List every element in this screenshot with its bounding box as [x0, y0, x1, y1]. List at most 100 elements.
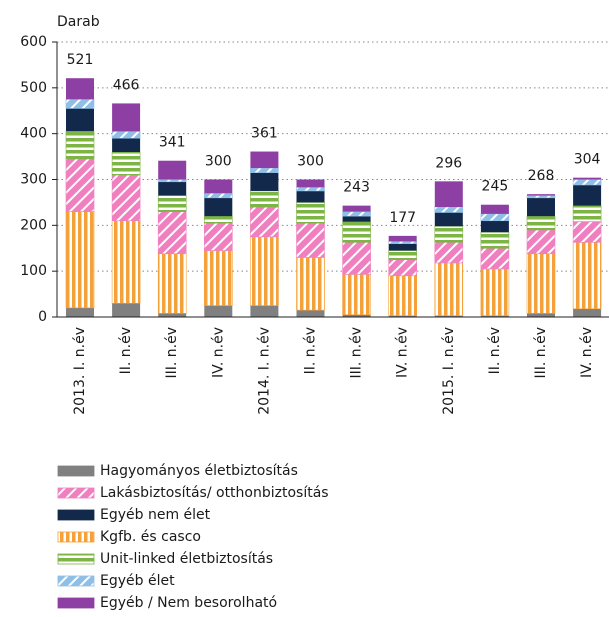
bar-segment: [388, 243, 417, 251]
bar-segment: [296, 257, 325, 311]
y-tick-label: 300: [20, 172, 47, 188]
legend-swatch: [57, 575, 95, 587]
bar-segment: [434, 262, 464, 316]
bar-segment: [388, 315, 417, 317]
bar-segment: [526, 229, 556, 255]
x-tick-label: III. n.év: [164, 327, 180, 379]
legend-swatch: [57, 597, 95, 609]
bar-segment: [573, 185, 602, 206]
bar-segment: [480, 268, 510, 316]
x-tick-label: II. n.év: [303, 327, 319, 374]
bar-segment: [158, 313, 187, 317]
y-tick-label: 0: [38, 309, 47, 325]
bar-segment: [158, 181, 187, 196]
total-label: 466: [113, 77, 140, 93]
total-label: 300: [297, 154, 324, 170]
bar-segment: [572, 205, 602, 222]
y-tick-label: 400: [20, 126, 47, 142]
bar-segment: [65, 98, 95, 109]
total-label: 245: [482, 179, 509, 195]
x-tick-label: 2015. I. n.év: [441, 327, 457, 415]
bar-segment: [342, 221, 371, 243]
x-tick-label: 2013. I. n.év: [72, 327, 88, 415]
bar-segment: [434, 241, 464, 264]
bar-segment: [65, 158, 95, 212]
y-tick-label: 500: [20, 80, 47, 96]
bar-segment: [66, 78, 94, 100]
total-label: 521: [67, 52, 94, 68]
bar-segment: [250, 190, 279, 208]
legend-label: Kgfb. és casco: [100, 529, 201, 545]
bar-segment: [250, 151, 279, 169]
bar-segment: [111, 174, 141, 222]
y-tick-label: 600: [20, 34, 47, 50]
bar-segment: [434, 225, 464, 243]
total-label: 268: [528, 168, 555, 184]
legend-swatch: [57, 465, 95, 477]
bar-segment: [573, 308, 602, 317]
bar-segment: [480, 204, 509, 214]
bar-segment: [65, 211, 95, 309]
x-tick-label: II. n.év: [487, 327, 503, 374]
y-tick-label: 200: [20, 217, 47, 233]
legend-label: Egyéb élet: [100, 573, 175, 589]
bar-segment: [158, 160, 187, 180]
legend-swatch: [57, 531, 95, 543]
bar-segment: [157, 211, 187, 255]
legend-label: Unit-linked életbiztosítás: [100, 551, 273, 567]
bar-segment: [388, 275, 418, 316]
bar-segment: [111, 131, 141, 139]
bar-segment: [250, 236, 279, 306]
bar-segment: [388, 241, 418, 244]
bar-segment: [388, 259, 418, 277]
y-axis-label: Darab: [57, 14, 100, 30]
bar-segment: [204, 250, 233, 306]
bar-segment: [480, 231, 510, 249]
bar-segment: [434, 206, 464, 213]
bar-segment: [342, 241, 371, 275]
total-label: 341: [159, 135, 186, 151]
bar-segment: [573, 177, 602, 180]
total-label: 296: [435, 155, 462, 171]
legend-label: Egyéb nem élet: [100, 507, 211, 523]
bar-segment: [572, 221, 602, 243]
bar-segment: [250, 172, 279, 191]
x-tick-label: IV. n.év: [579, 327, 595, 378]
bar-segment: [111, 151, 141, 176]
bar-segment: [66, 307, 94, 317]
bar-segment: [342, 314, 371, 317]
bar-segment: [112, 103, 141, 132]
total-label: 361: [251, 126, 278, 142]
bar-segment: [296, 186, 325, 192]
bar-segment: [572, 179, 602, 186]
bar-segment: [388, 250, 418, 261]
bar-segment: [480, 213, 510, 222]
x-tick-label: IV. n.év: [210, 327, 226, 378]
bar-segment: [527, 313, 555, 317]
bar-segment: [111, 220, 141, 304]
bar-segment: [526, 195, 556, 199]
bar-segment: [296, 202, 325, 224]
bar-segment: [65, 131, 95, 160]
x-tick-label: IV. n.év: [395, 327, 411, 378]
legend-swatch: [57, 487, 95, 499]
bar-segment: [434, 181, 463, 207]
bar-segment: [250, 206, 279, 238]
bars: 521 2013. I. n.év 466 II. n.év 341 III. n.év 3…: [65, 52, 602, 415]
bar-segment: [204, 305, 233, 317]
bar-segment: [480, 315, 509, 317]
bar-segment: [204, 197, 233, 217]
bar-segment: [388, 235, 417, 242]
total-label: 304: [574, 152, 601, 168]
x-tick-label: III. n.év: [533, 327, 549, 379]
total-label: 177: [389, 210, 416, 226]
legend-label: Lakásbiztosítás/ otthonbiztosítás: [100, 485, 329, 501]
bar-segment: [204, 179, 233, 194]
bar-segment: [296, 310, 325, 317]
bar-segment: [342, 274, 371, 316]
bar-segment: [342, 216, 371, 222]
bar-segment: [204, 215, 233, 224]
legend-label: Egyéb / Nem besorolható: [100, 595, 277, 611]
x-tick-label: 2014. I. n.év: [256, 327, 272, 415]
